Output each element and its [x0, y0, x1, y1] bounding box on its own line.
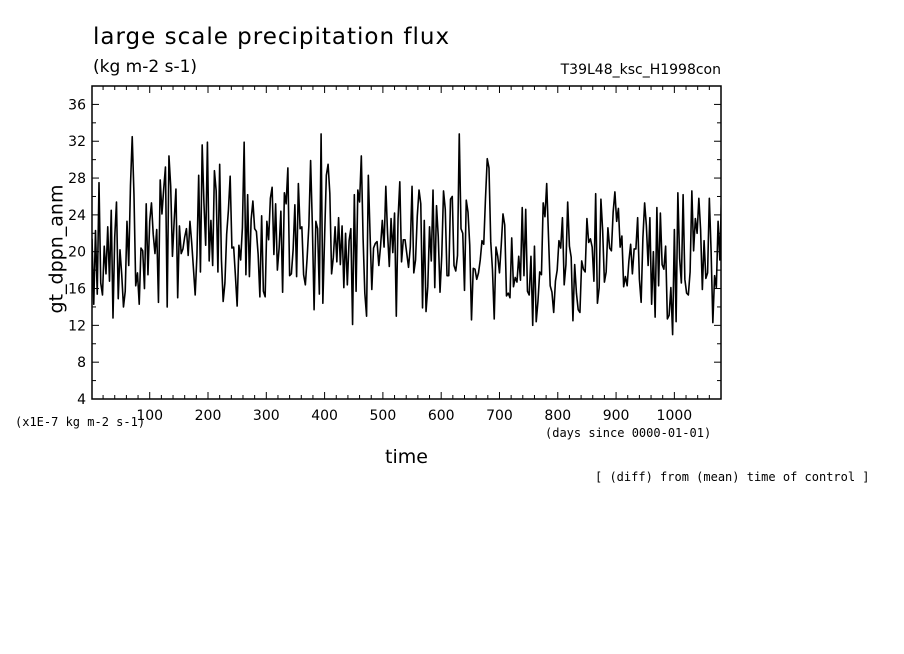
chart-subtitle: (kg m-2 s-1)	[93, 57, 198, 77]
y-tick-label: 36	[68, 97, 86, 113]
y-tick-label: 20	[68, 245, 86, 261]
x-tick-label: 700	[486, 408, 513, 424]
y-tick-label: 8	[77, 355, 86, 371]
y-tick-label: 16	[68, 282, 86, 298]
y-axis-unit: (x1E-7 kg m-2 s-1)	[15, 415, 146, 429]
chart-title: large scale precipitation flux	[93, 24, 451, 50]
x-tick-label: 300	[253, 408, 280, 424]
y-tick-label: 12	[68, 318, 86, 334]
run-id-label: T39L48_ksc_H1998con	[560, 62, 721, 78]
x-axis-unit: (days since 0000-01-01)	[545, 426, 712, 440]
x-tick-label: 500	[370, 408, 397, 424]
x-tick-label: 600	[428, 408, 455, 424]
y-tick-label: 24	[68, 208, 86, 224]
x-tick-label: 100	[136, 408, 163, 424]
x-axis-label: time	[385, 446, 428, 468]
y-tick-label: 4	[77, 392, 86, 408]
chart-note: [ (diff) from (mean) time of control ]	[595, 470, 870, 484]
y-tick-label: 32	[68, 134, 86, 150]
plot-frame	[91, 85, 722, 400]
x-tick-label: 800	[544, 408, 571, 424]
x-tick-label: 400	[311, 408, 338, 424]
y-tick-label: 28	[68, 171, 86, 187]
x-tick-label: 1000	[657, 408, 693, 424]
x-tick-label: 900	[603, 408, 630, 424]
x-tick-label: 200	[195, 408, 222, 424]
series-line	[92, 133, 721, 336]
